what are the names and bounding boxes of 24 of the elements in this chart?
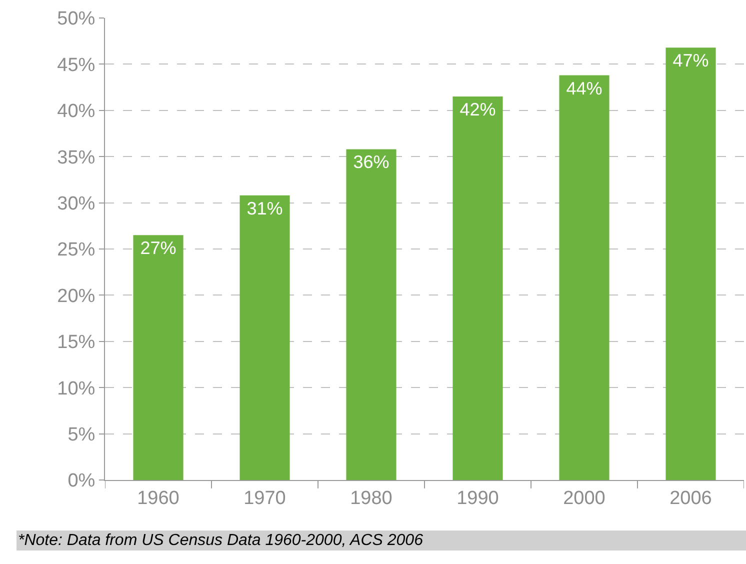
data-label: 31% <box>246 198 283 218</box>
x-tick-label: 2000 <box>563 488 606 509</box>
y-tick-label: 45% <box>57 54 96 76</box>
y-tick-label: 35% <box>57 147 96 168</box>
y-tick-label: 20% <box>57 286 96 307</box>
x-tick-label: 1980 <box>350 488 392 509</box>
data-label: 44% <box>566 78 602 98</box>
y-tick-label: 40% <box>57 101 96 122</box>
y-tick-label: 10% <box>57 378 96 400</box>
x-tick-label: 1990 <box>456 488 499 509</box>
y-tick-label: 30% <box>57 193 96 214</box>
x-tick-label: 2006 <box>670 488 712 509</box>
y-tick-label: 15% <box>57 332 96 354</box>
text: *Note: Data from US Census Data 1960-2000, ACS 2006 <box>18 532 424 549</box>
data-label: 47% <box>672 50 709 71</box>
data-label: 36% <box>353 152 390 172</box>
x-tick-label: 1970 <box>244 488 286 509</box>
y-tick-label: 25% <box>57 240 96 261</box>
y-tick-label: 50% <box>57 8 96 30</box>
y-tick-label: 5% <box>68 424 96 446</box>
x-tick-label: 1960 <box>137 488 180 509</box>
data-label: 42% <box>460 100 496 120</box>
data-label: 27% <box>140 238 176 258</box>
y-tick-label: 0% <box>68 470 96 492</box>
